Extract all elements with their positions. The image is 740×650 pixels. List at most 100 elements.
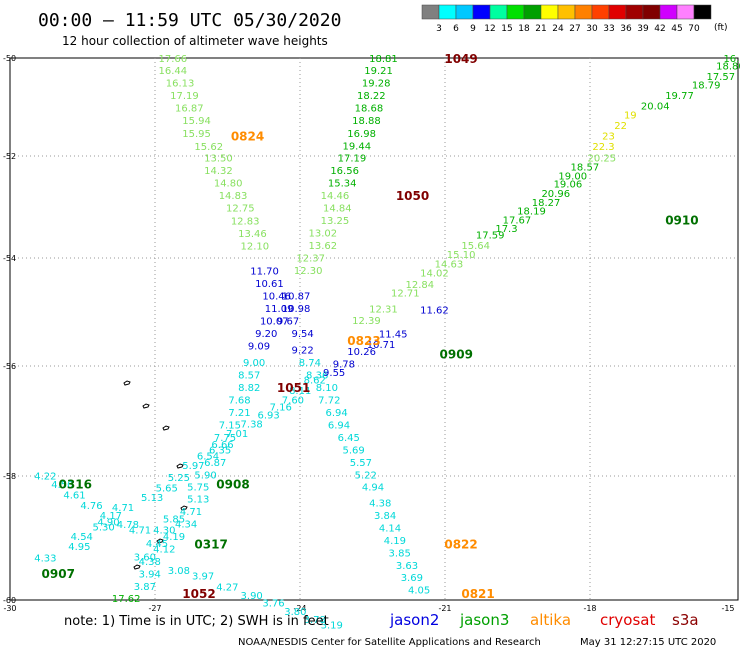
pass-time-label: 0824: [231, 130, 264, 144]
x-tick-label: -18: [583, 604, 596, 613]
footer-credit: NOAA/NESDIS Center for Satellite Applica…: [238, 637, 541, 648]
wave-height-label: 17.3: [495, 224, 517, 235]
colorbar-swatch: [438, 4, 457, 20]
pass-time-label: 1049: [444, 52, 477, 66]
wave-height-label: 8.11: [289, 386, 311, 397]
wave-height-label: 7.16: [270, 403, 292, 414]
wave-height-label: 6.54: [197, 451, 219, 462]
pass-time-label: 0907: [42, 567, 75, 581]
colorbar-swatch: [659, 4, 678, 20]
wave-height-label: 8.74: [299, 358, 321, 369]
colorbar-label: 24: [552, 24, 564, 34]
wave-height-label: 17.57: [706, 72, 735, 83]
wave-height-label: 4.14: [379, 523, 401, 534]
wave-height-label: 12.84: [406, 280, 435, 291]
wave-height-label: 15.62: [194, 142, 223, 153]
colorbar-swatch: [489, 4, 508, 20]
x-tick-label: -15: [721, 604, 734, 613]
wave-height-label: 8.10: [316, 383, 338, 394]
wave-height-label: 18.22: [357, 91, 386, 102]
colorbar-swatch: [506, 4, 525, 20]
wave-height-label: 15.10: [447, 250, 476, 261]
wave-height-label: 9.67: [277, 316, 299, 327]
wave-height-label: 4.95: [68, 542, 90, 553]
footer-note: note: 1) Time is in UTC; 2) SWH is in fe…: [64, 614, 329, 629]
wave-height-label: 23: [602, 132, 615, 143]
wave-height-label: 20.96: [541, 189, 570, 200]
wave-height-label: 5.25: [168, 473, 190, 484]
x-tick-label: -24: [293, 604, 306, 613]
wave-height-label: 3.60: [134, 553, 156, 564]
wave-height-label: 4.19: [384, 536, 406, 547]
wave-height-label: 9.54: [291, 329, 313, 340]
wave-height-label: 12.83: [231, 217, 260, 228]
wave-height-label: 18.68: [355, 103, 384, 114]
wave-height-label: 5.65: [156, 483, 178, 494]
wave-height-label: 4.38: [369, 498, 391, 509]
x-tick-label: -27: [148, 604, 161, 613]
wave-height-label: 5.75: [187, 483, 209, 494]
satellite-altika: altika: [530, 611, 571, 629]
wave-height-label: 17.19: [170, 91, 199, 102]
satellite-s3a: s3a: [672, 611, 699, 629]
island-shape: [156, 538, 164, 544]
wave-height-label: 18.80: [716, 62, 740, 73]
wave-height-label: 17.59: [476, 231, 505, 242]
wave-height-label: 5.57: [350, 458, 372, 469]
wave-height-label: 10.26: [347, 347, 376, 358]
wave-height-label: 10.07: [260, 316, 289, 327]
wave-height-label: 19.44: [342, 141, 371, 152]
colorbar-label: 33: [603, 24, 614, 34]
wave-height-label: 4.71: [129, 526, 151, 537]
wave-height-label: 18.81: [369, 54, 398, 65]
wave-height-label: 13.46: [238, 229, 267, 240]
wave-height-label: 3.87: [134, 582, 156, 593]
wave-height-label: 17.67: [503, 216, 532, 227]
wave-height-label: 6.93: [258, 411, 280, 422]
colorbar-label: 45: [671, 24, 682, 34]
wave-height-label: 3.85: [389, 548, 411, 559]
colorbar-swatch: [591, 4, 610, 20]
wave-height-label: 7.15: [219, 420, 241, 431]
wave-height-label: 14.63: [435, 259, 464, 270]
wave-height-label: 20.25: [588, 154, 617, 165]
colorbar-label: 30: [586, 24, 598, 34]
colorbar-swatch: [523, 4, 542, 20]
wave-height-label: 3.76: [262, 599, 284, 610]
colorbar-label: 42: [654, 24, 665, 34]
island-shape: [176, 463, 184, 469]
wave-height-label: 4.76: [80, 501, 102, 512]
colorbar-legend: 3 6 9 12 15 18 21 24 27 30 33 36 39 42 45 70: [421, 4, 712, 34]
chart-subtitle: 12 hour collection of altimeter wave hei…: [62, 34, 328, 48]
wave-height-label: 19.21: [364, 66, 393, 77]
y-tick-label: -58: [3, 472, 16, 481]
wave-height-label: 10.98: [282, 304, 311, 315]
wave-height-label: 19: [624, 110, 637, 121]
wave-height-label: 18.57: [571, 162, 600, 173]
satellite-legend: jason2 jason3 altika cryosat s3a: [389, 611, 699, 629]
pass-time-label: 1052: [182, 587, 215, 601]
colorbar-swatch: [540, 4, 559, 20]
wave-height-label: 19.28: [362, 78, 391, 89]
pass-time-label: 0822: [444, 538, 477, 552]
wave-height-label: 9.09: [248, 341, 270, 352]
wave-height-label: 9.55: [323, 368, 345, 379]
footer-timestamp: May 31 12:27:15 UTC 2020: [580, 637, 716, 648]
wave-height-label: 5.13: [141, 493, 163, 504]
wave-height-label: 12.37: [296, 253, 325, 264]
wave-height-label: 3.97: [192, 572, 214, 583]
wave-height-label: 12.10: [241, 242, 270, 253]
x-tick-label: -21: [438, 604, 451, 613]
grid-lines: [10, 58, 738, 600]
wave-height-label: 15.34: [328, 179, 357, 190]
wave-height-label: 4.54: [71, 532, 93, 543]
satellite-jason3: jason3: [459, 611, 509, 629]
wave-height-label: 4.71: [112, 503, 134, 514]
wave-height-label: 19.77: [665, 91, 694, 102]
colorbar-label: 39: [637, 24, 649, 34]
wave-height-label: 7.72: [318, 395, 340, 406]
wave-height-label: 12.31: [369, 304, 398, 315]
wave-height-label: 14.02: [420, 269, 449, 280]
wave-height-label: 4.61: [63, 490, 85, 501]
